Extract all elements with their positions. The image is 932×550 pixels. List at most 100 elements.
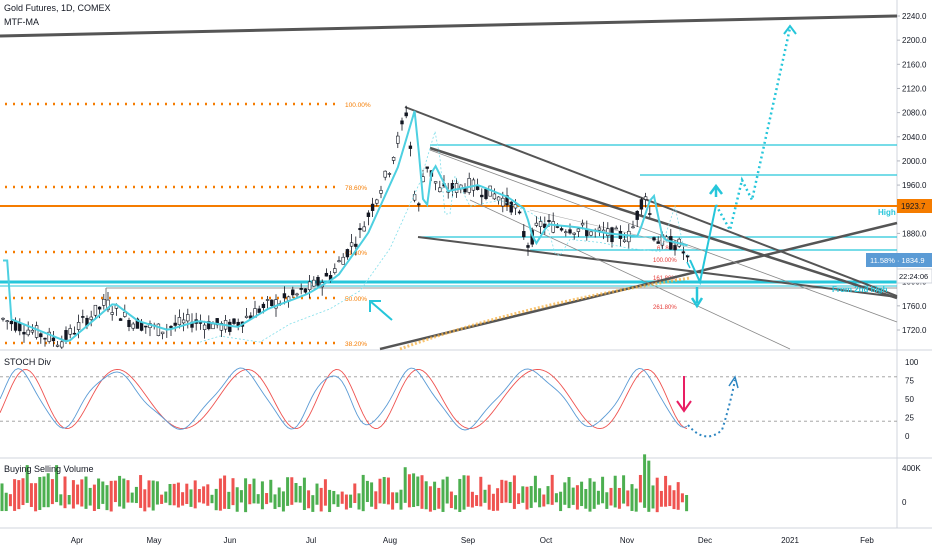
candle xyxy=(425,166,429,169)
candle xyxy=(47,331,51,342)
time-axis-label: Oct xyxy=(540,536,553,545)
volume-bar xyxy=(441,479,445,512)
volume-bar xyxy=(244,478,248,513)
candle xyxy=(177,317,182,326)
volume-bar xyxy=(504,480,508,503)
candle xyxy=(454,183,459,193)
last-price-label: 1923.7 xyxy=(901,202,926,211)
candle xyxy=(257,308,261,313)
fan-line xyxy=(469,199,791,350)
orange-projection-curve xyxy=(399,276,691,351)
volume-bar xyxy=(353,483,357,504)
volume-bar xyxy=(571,487,575,505)
candle xyxy=(131,323,135,329)
volume-bar xyxy=(500,479,504,504)
volume-bar xyxy=(302,477,306,510)
volume-bar xyxy=(227,491,231,509)
volume-bar xyxy=(391,492,395,510)
cyan-arrow-stem xyxy=(369,300,393,321)
candle xyxy=(496,196,501,201)
volume-bar xyxy=(17,480,21,510)
candle xyxy=(144,325,148,328)
volume-bar xyxy=(189,489,193,507)
candle xyxy=(76,322,81,330)
volume-bar xyxy=(672,490,676,510)
volume-bar xyxy=(647,460,651,512)
volume-bar xyxy=(361,474,365,512)
volume-bar xyxy=(260,481,264,510)
volume-bar xyxy=(231,478,235,506)
projection-path-solid xyxy=(689,204,717,286)
price-tick-label: 2120.0 xyxy=(902,84,927,93)
volume-bar xyxy=(466,475,470,507)
candle xyxy=(522,231,526,238)
volume-bar xyxy=(113,480,117,503)
candle xyxy=(135,318,140,329)
volume-bar xyxy=(202,486,206,504)
candle xyxy=(64,330,68,340)
time-axis-label: Sep xyxy=(461,536,476,545)
volume-bar xyxy=(454,495,458,510)
candle xyxy=(13,321,18,331)
volume-bar xyxy=(395,492,399,504)
time-axis-label: Aug xyxy=(383,536,397,545)
candle xyxy=(324,272,329,277)
volume-bar xyxy=(592,481,596,509)
candle xyxy=(370,203,375,211)
candle xyxy=(93,304,98,316)
volume-bar xyxy=(311,495,315,512)
volume-bar xyxy=(386,477,390,505)
candle xyxy=(265,299,270,301)
time-axis-label: Apr xyxy=(71,536,84,545)
candle xyxy=(391,157,396,161)
candle xyxy=(648,213,652,215)
candle xyxy=(51,337,56,342)
candle xyxy=(291,289,295,296)
volume-bar xyxy=(584,488,588,509)
volume-bar xyxy=(630,484,634,511)
candle xyxy=(198,322,203,324)
volume-bar xyxy=(525,486,529,510)
candle xyxy=(202,324,207,330)
countdown-label: 22:24:06 xyxy=(899,272,928,281)
volume-bar xyxy=(25,465,29,503)
candle xyxy=(299,288,303,290)
volume-bar xyxy=(420,475,424,509)
candle xyxy=(43,337,47,340)
candle xyxy=(513,204,518,209)
candle xyxy=(81,316,85,318)
candle xyxy=(576,228,581,232)
volume-bar xyxy=(164,491,168,503)
volume-bar xyxy=(130,492,134,503)
volume-bar xyxy=(126,480,130,503)
candle xyxy=(337,260,341,263)
volume-bar xyxy=(88,487,92,506)
candle xyxy=(349,242,354,247)
candle xyxy=(244,315,249,318)
candle xyxy=(652,237,656,241)
volume-bar xyxy=(370,482,374,507)
time-axis-label: May xyxy=(146,536,161,545)
candle xyxy=(555,226,560,228)
volume-bar xyxy=(491,493,495,511)
volume-bar xyxy=(63,476,67,509)
volume-bar xyxy=(416,476,420,507)
fib-right-label: 261.80% xyxy=(653,305,677,311)
volume-bar xyxy=(80,479,84,507)
volume-bar xyxy=(59,494,63,506)
candle xyxy=(274,299,278,309)
candle xyxy=(39,333,43,338)
price-tick-label: 2040.0 xyxy=(902,133,927,142)
projection-arrowhead xyxy=(783,24,797,35)
volume-bar xyxy=(596,490,600,505)
candle xyxy=(270,299,274,306)
candle xyxy=(484,188,488,199)
price-tick-label: 1960.0 xyxy=(902,181,927,190)
candle xyxy=(589,231,593,236)
candle xyxy=(639,199,644,210)
candle xyxy=(156,323,161,336)
candle xyxy=(396,135,400,144)
volume-bar xyxy=(139,475,143,508)
candle xyxy=(106,299,110,311)
